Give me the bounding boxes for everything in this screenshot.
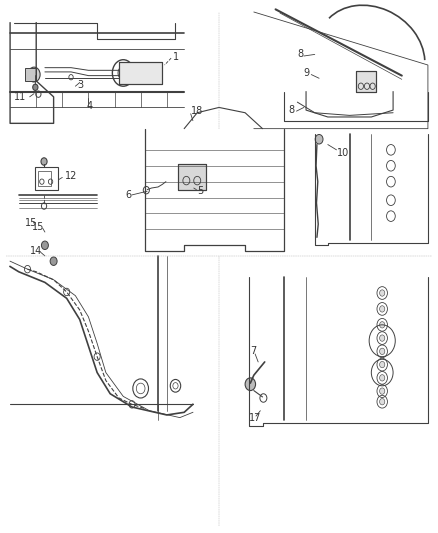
Circle shape <box>380 361 385 368</box>
Bar <box>119 62 162 84</box>
Text: 14: 14 <box>30 246 42 256</box>
Circle shape <box>380 306 385 312</box>
Circle shape <box>380 290 385 296</box>
Text: 12: 12 <box>64 172 77 181</box>
Text: 5: 5 <box>197 186 204 196</box>
Text: 3: 3 <box>78 79 84 90</box>
Circle shape <box>28 67 40 82</box>
Bar <box>38 171 51 187</box>
Text: 1: 1 <box>173 52 180 62</box>
Circle shape <box>41 158 47 165</box>
Text: 11: 11 <box>14 92 27 102</box>
Text: 9: 9 <box>304 68 310 78</box>
Bar <box>25 68 36 81</box>
Text: 17: 17 <box>249 413 261 423</box>
Text: 7: 7 <box>251 346 257 357</box>
Text: 15: 15 <box>32 222 44 232</box>
Bar <box>356 71 376 92</box>
Text: 18: 18 <box>191 106 203 116</box>
Bar <box>356 71 376 92</box>
Text: 8: 8 <box>289 105 295 115</box>
Circle shape <box>380 375 385 381</box>
Circle shape <box>33 84 38 91</box>
Bar <box>119 62 162 84</box>
Text: 4: 4 <box>86 101 92 111</box>
Circle shape <box>380 335 385 341</box>
Circle shape <box>380 399 385 405</box>
Text: 8: 8 <box>297 50 304 59</box>
Circle shape <box>315 134 323 144</box>
Circle shape <box>50 257 57 265</box>
Text: 10: 10 <box>336 148 349 158</box>
Circle shape <box>380 388 385 394</box>
Text: 15: 15 <box>25 218 38 228</box>
Bar <box>178 164 206 190</box>
Text: 6: 6 <box>125 190 131 200</box>
Bar <box>178 164 206 190</box>
Circle shape <box>245 378 255 391</box>
Circle shape <box>42 241 48 249</box>
Circle shape <box>380 348 385 354</box>
Bar <box>35 167 58 190</box>
Circle shape <box>380 321 385 328</box>
